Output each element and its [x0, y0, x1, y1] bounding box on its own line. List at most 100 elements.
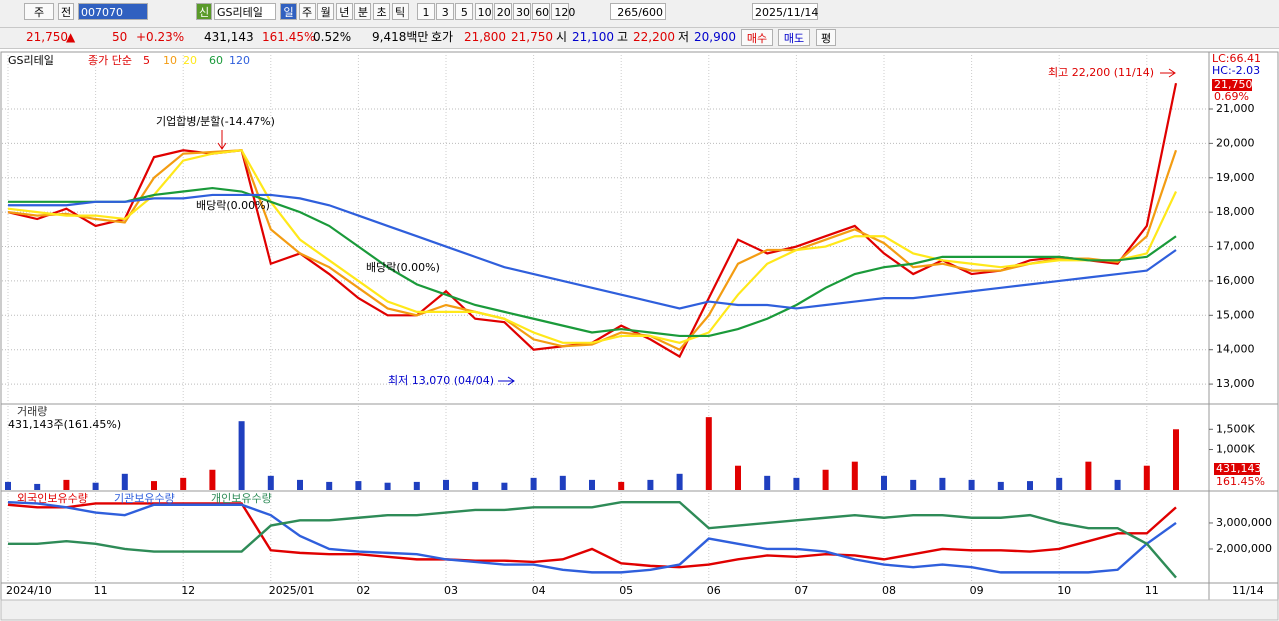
legend-entry: 개인보유수량: [211, 492, 272, 505]
legend-entry: 외국인보유수량: [17, 492, 88, 505]
interval-button[interactable]: 5: [455, 3, 474, 20]
high-label: 고: [617, 30, 629, 44]
interval-button[interactable]: 120: [551, 3, 575, 20]
volume: 431,143: [204, 30, 254, 44]
volume-bar: [881, 475, 887, 490]
market[interactable]: 주: [24, 3, 54, 20]
avg-button[interactable]: 평: [816, 29, 836, 46]
prev[interactable]: 전: [58, 3, 74, 20]
volume-bar: [472, 481, 479, 490]
legend-entry: 120: [229, 54, 250, 67]
bid: 21,750: [511, 30, 553, 44]
count-value: 265: [617, 6, 639, 19]
y-tick-label: 14,000: [1216, 343, 1255, 356]
volume-bar: [559, 475, 566, 490]
volume-bar: [764, 475, 771, 490]
interval-button[interactable]: 1: [417, 3, 435, 20]
volume-bar: [209, 469, 216, 490]
period-button[interactable]: 일: [280, 3, 297, 20]
line-series: [7, 500, 1177, 574]
volume-bar: [997, 481, 1004, 490]
volume-bar: [443, 479, 449, 490]
legend-entry: 60: [209, 54, 223, 67]
code-input[interactable]: 007070: [78, 3, 148, 20]
tag: 신: [196, 3, 212, 20]
volume-bar: [1173, 429, 1179, 490]
x-tick-label: 05: [619, 584, 633, 597]
period-button[interactable]: 년: [335, 3, 353, 20]
line-series: [8, 500, 1177, 579]
volume-bar: [647, 479, 654, 490]
x-tick-label: 04: [532, 584, 546, 597]
volume-bar: [297, 479, 303, 490]
period-button[interactable]: 분: [354, 3, 372, 20]
annotation: 기업합병/분할(-14.47%): [156, 115, 275, 128]
y-tick-label: 1,000K: [1216, 443, 1255, 456]
y-tick-label: 21,000: [1216, 102, 1255, 115]
volume-bar: [34, 483, 41, 490]
change: 50: [112, 30, 128, 44]
x-tick-label: 2024/10: [6, 584, 52, 597]
x-tick-label: 10: [1057, 584, 1071, 597]
period-button[interactable]: 초: [373, 3, 390, 20]
volume-bar: [5, 481, 11, 490]
volume-bar: [530, 477, 537, 490]
annotation-arrow: [498, 376, 515, 386]
volume-bar: [910, 479, 917, 490]
y-tick-label: 1,500K: [1216, 422, 1255, 435]
high: 22,200: [633, 30, 675, 44]
x-tick-label: 12: [181, 584, 195, 597]
volume-bar: [238, 421, 245, 490]
line-series: [8, 193, 1177, 310]
interval-button[interactable]: 20: [493, 3, 512, 20]
x-tick-label: 06: [707, 584, 721, 597]
volume-bar: [968, 479, 975, 490]
volume-bar: [1056, 477, 1063, 490]
volume-bar: [1027, 481, 1033, 490]
side-label: 0.69%: [1214, 90, 1249, 103]
volume-bar: [1085, 461, 1092, 490]
interval-button[interactable]: 3: [436, 3, 455, 20]
frame: [0, 51, 1279, 601]
annotation: 최저 13,070 (04/04): [388, 374, 494, 387]
open: 21,100: [572, 30, 614, 44]
volume-bar: [267, 475, 274, 490]
volume-bar: [735, 465, 741, 490]
volume-bar: [180, 477, 187, 490]
interval-button[interactable]: 10: [474, 3, 493, 20]
side-label: 161.45%: [1216, 475, 1265, 488]
annotation: 배당락(0.00%): [196, 199, 270, 212]
annotation: 배당락(0.00%): [366, 261, 440, 274]
buy-button[interactable]: 매수: [741, 29, 773, 46]
scrollbar[interactable]: [0, 599, 1279, 621]
side-label: LC:66.41: [1212, 52, 1261, 65]
period-button[interactable]: 주: [298, 3, 316, 20]
volume-bar: [92, 482, 99, 490]
volume-bar: [151, 481, 157, 490]
interval-button[interactable]: 30: [513, 3, 531, 20]
line-series: [7, 502, 1177, 569]
low-label: 저: [678, 30, 690, 44]
volume-bar: [618, 481, 625, 490]
count[interactable]: 265/600: [610, 3, 666, 20]
volume-bar: [939, 477, 946, 490]
legend-entry: 5: [143, 54, 150, 67]
period-button[interactable]: 틱: [391, 3, 409, 20]
open-label: 시: [556, 30, 568, 44]
volume-bar: [589, 479, 595, 490]
x-tick-label: 2025/01: [269, 584, 315, 597]
x-tick-label: 11: [94, 584, 108, 597]
date[interactable]: 2025/11/14: [752, 3, 818, 20]
change-pct: +0.23%: [136, 30, 185, 44]
period-button[interactable]: 월: [317, 3, 335, 20]
ask-label: 호가: [431, 30, 454, 44]
x-end-label: 11/14: [1232, 584, 1264, 597]
volume-bar: [63, 479, 70, 490]
annotation-arrow: [217, 130, 227, 150]
side-label: 431,143: [1216, 462, 1262, 475]
volume-subtitle: 431,143주(161.45%): [8, 418, 121, 431]
interval-button[interactable]: 60: [532, 3, 551, 20]
sell-button[interactable]: 매도: [778, 29, 810, 46]
x-tick-label: 11: [1145, 584, 1159, 597]
